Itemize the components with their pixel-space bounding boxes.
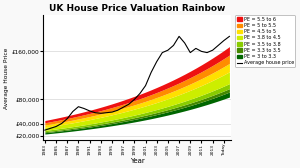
Title: UK House Price Valuation Rainbow: UK House Price Valuation Rainbow xyxy=(49,4,225,13)
Legend: PE = 5.5 to 6, PE = 5 to 5.5, PE = 4.5 to 5, PE = 3.8 to 4.5, PE = 3.5 to 3.8, P: PE = 5.5 to 6, PE = 5 to 5.5, PE = 4.5 t… xyxy=(236,15,296,67)
X-axis label: Year: Year xyxy=(130,158,145,164)
Y-axis label: Average House Price: Average House Price xyxy=(4,47,9,109)
